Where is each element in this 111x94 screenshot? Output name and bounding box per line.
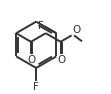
Text: O: O bbox=[57, 55, 65, 65]
Text: O: O bbox=[28, 55, 36, 65]
Text: F: F bbox=[38, 21, 44, 31]
Text: O: O bbox=[72, 25, 80, 35]
Text: F: F bbox=[33, 82, 39, 92]
